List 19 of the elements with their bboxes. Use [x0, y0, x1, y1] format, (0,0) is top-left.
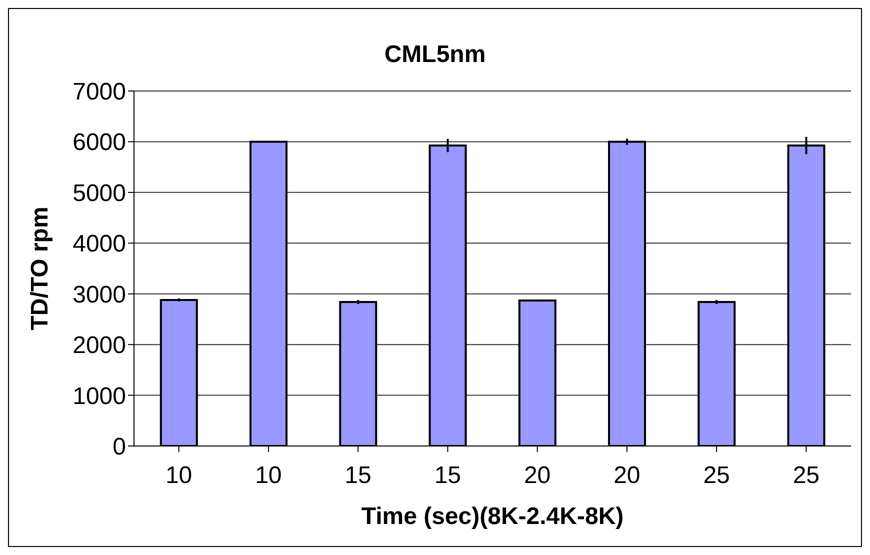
- y-tick-label: 6000: [72, 129, 126, 156]
- x-tick-label: 10: [255, 462, 282, 490]
- x-tick-label: 20: [614, 462, 640, 490]
- y-tick-label: 0: [112, 434, 126, 461]
- chart-title: CML5nm: [383, 41, 487, 69]
- x-tick-label: 15: [344, 462, 372, 490]
- y-tick-label: 5000: [72, 180, 126, 207]
- y-axis-title: TD/TO rpm: [26, 206, 54, 330]
- y-tick-label: 3000: [72, 281, 126, 308]
- x-axis-title: Time (sec)(8K-2.4K-8K): [361, 503, 624, 530]
- x-tick-label: 25: [792, 462, 820, 490]
- y-tick-label: 2000: [72, 332, 126, 360]
- y-tick-label: 7000: [72, 78, 126, 106]
- y-tick-label: 4000: [72, 230, 126, 258]
- x-tick-label: 10: [165, 462, 192, 490]
- x-tick-label: 25: [703, 462, 730, 490]
- x-tick-label: 20: [524, 462, 551, 490]
- y-tick-label: 1000: [72, 382, 126, 410]
- x-tick-label: 15: [434, 462, 462, 490]
